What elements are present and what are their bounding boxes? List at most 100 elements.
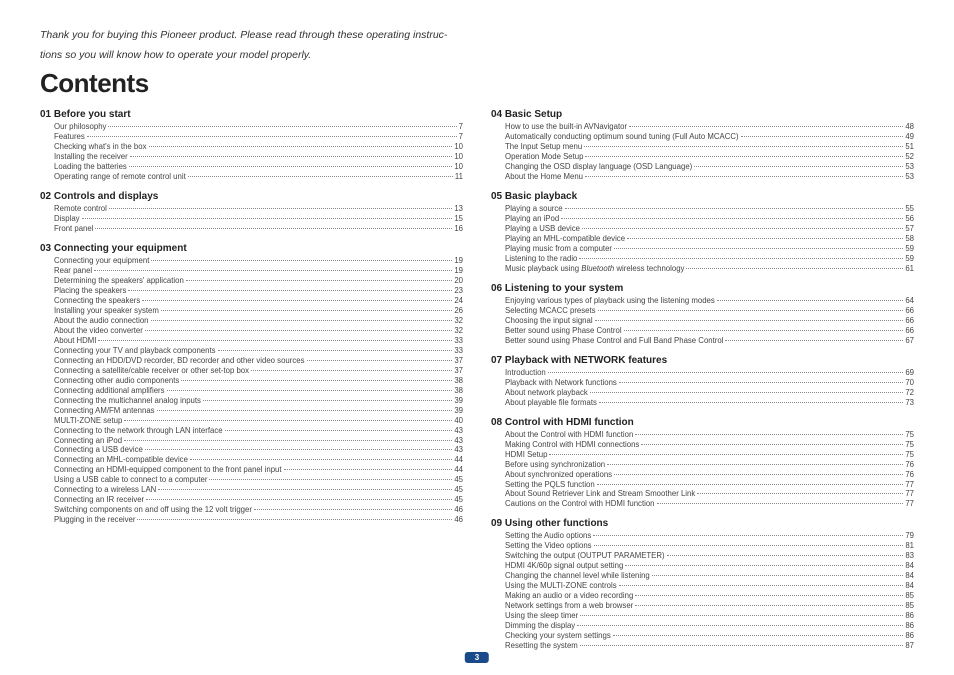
- toc-item[interactable]: Introduction69: [491, 368, 914, 378]
- toc-item[interactable]: Switching components on and off using th…: [40, 505, 463, 515]
- toc-item[interactable]: Setting the Audio options79: [491, 531, 914, 541]
- toc-item[interactable]: Rear panel19: [40, 266, 463, 276]
- toc-item-page: 43: [454, 436, 463, 446]
- toc-item[interactable]: Connecting to the network through LAN in…: [40, 426, 463, 436]
- toc-item-label: About synchronized operations: [505, 470, 612, 480]
- toc-item[interactable]: HDMI 4K/60p signal output setting84: [491, 561, 914, 571]
- toc-item[interactable]: Checking your system settings86: [491, 631, 914, 641]
- toc-item-page: 77: [905, 499, 914, 509]
- toc-leader: [619, 382, 904, 383]
- toc-item[interactable]: About the video converter32: [40, 326, 463, 336]
- toc-leader: [82, 218, 453, 219]
- toc-leader: [579, 258, 903, 259]
- toc-item-page: 75: [905, 450, 914, 460]
- toc-item[interactable]: Setting the Video options81: [491, 541, 914, 551]
- toc-item[interactable]: Connecting to a wireless LAN45: [40, 485, 463, 495]
- section-heading: 06 Listening to your system: [491, 283, 914, 294]
- toc-item[interactable]: Playback with Network functions70: [491, 378, 914, 388]
- toc-item[interactable]: Before using synchronization76: [491, 460, 914, 470]
- toc-item[interactable]: Resetting the system87: [491, 641, 914, 651]
- toc-item[interactable]: Installing your speaker system26: [40, 306, 463, 316]
- toc-item[interactable]: Remote control13: [40, 204, 463, 214]
- toc-item[interactable]: About synchronized operations76: [491, 470, 914, 480]
- toc-item[interactable]: About the audio connection32: [40, 316, 463, 326]
- section-heading: 01 Before you start: [40, 109, 463, 120]
- toc-item[interactable]: Connecting a satellite/cable receiver or…: [40, 366, 463, 376]
- toc-item[interactable]: Dimming the display86: [491, 621, 914, 631]
- toc-item[interactable]: Automatically conducting optimum sound t…: [491, 132, 914, 142]
- toc-item[interactable]: HDMI Setup75: [491, 450, 914, 460]
- toc-item[interactable]: Cautions on the Control with HDMI functi…: [491, 499, 914, 509]
- toc-item[interactable]: Setting the PQLS function77: [491, 480, 914, 490]
- toc-leader: [158, 489, 452, 490]
- toc-leader: [94, 270, 452, 271]
- toc-item[interactable]: Connecting an MHL-compatible device44: [40, 455, 463, 465]
- toc-item[interactable]: About HDMI33: [40, 336, 463, 346]
- toc-item[interactable]: Features7: [40, 132, 463, 142]
- toc-item[interactable]: Checking what's in the box10: [40, 142, 463, 152]
- toc-item-label: Connecting the speakers: [54, 296, 140, 306]
- toc-item[interactable]: Operation Mode Setup52: [491, 152, 914, 162]
- toc-item[interactable]: Using a USB cable to connect to a comput…: [40, 475, 463, 485]
- toc-item[interactable]: Making an audio or a video recording85: [491, 591, 914, 601]
- section-heading: 08 Control with HDMI function: [491, 417, 914, 428]
- toc-item[interactable]: Better sound using Phase Control and Ful…: [491, 336, 914, 346]
- toc-item[interactable]: Listening to the radio59: [491, 254, 914, 264]
- toc-item[interactable]: About Sound Retriever Link and Stream Sm…: [491, 489, 914, 499]
- toc-item[interactable]: Connecting an HDMI-equipped component to…: [40, 465, 463, 475]
- toc-item[interactable]: Selecting MCACC presets66: [491, 306, 914, 316]
- toc-item-label: Setting the Audio options: [505, 531, 591, 541]
- toc-item-label: About the video converter: [54, 326, 143, 336]
- toc-item[interactable]: Playing an MHL-compatible device58: [491, 234, 914, 244]
- toc-item[interactable]: Our philosophy7: [40, 122, 463, 132]
- toc-item[interactable]: Making Control with HDMI connections75: [491, 440, 914, 450]
- toc-item[interactable]: Network settings from a web browser85: [491, 601, 914, 611]
- toc-item[interactable]: Connecting the multichannel analog input…: [40, 396, 463, 406]
- toc-item[interactable]: Changing the OSD display language (OSD L…: [491, 162, 914, 172]
- toc-item[interactable]: About network playback72: [491, 388, 914, 398]
- toc-item[interactable]: Connecting additional amplifiers38: [40, 386, 463, 396]
- toc-item[interactable]: Better sound using Phase Control66: [491, 326, 914, 336]
- toc-item-label: How to use the built-in AVNavigator: [505, 122, 627, 132]
- toc-item[interactable]: Plugging in the receiver46: [40, 515, 463, 525]
- toc-item[interactable]: MULTI-ZONE setup40: [40, 416, 463, 426]
- toc-item-label: Enjoying various types of playback using…: [505, 296, 715, 306]
- toc-item[interactable]: Connecting your equipment19: [40, 256, 463, 266]
- intro-line-1: Thank you for buying this Pioneer produc…: [40, 28, 470, 42]
- toc-item[interactable]: Front panel16: [40, 224, 463, 234]
- toc-item[interactable]: About playable file formats73: [491, 398, 914, 408]
- toc-item[interactable]: About the Control with HDMI function75: [491, 430, 914, 440]
- toc-item[interactable]: Display15: [40, 214, 463, 224]
- toc-item[interactable]: Connecting a USB device43: [40, 445, 463, 455]
- toc-item-label: Changing the channel level while listeni…: [505, 571, 650, 581]
- toc-item[interactable]: Connecting the speakers24: [40, 296, 463, 306]
- toc-item[interactable]: Enjoying various types of playback using…: [491, 296, 914, 306]
- toc-item[interactable]: Connecting an HDD/DVD recorder, BD recor…: [40, 356, 463, 366]
- toc-item[interactable]: Determining the speakers' application20: [40, 276, 463, 286]
- toc-item[interactable]: Connecting your TV and playback componen…: [40, 346, 463, 356]
- toc-item[interactable]: Switching the output (OUTPUT PARAMETER)8…: [491, 551, 914, 561]
- toc-item[interactable]: Playing an iPod56: [491, 214, 914, 224]
- toc-item[interactable]: Placing the speakers23: [40, 286, 463, 296]
- toc-item-label: Making an audio or a video recording: [505, 591, 633, 601]
- toc-item[interactable]: Music playback using Bluetooth wireless …: [491, 264, 914, 274]
- toc-item[interactable]: Choosing the input signal66: [491, 316, 914, 326]
- toc-item-page: 45: [454, 495, 463, 505]
- toc-item[interactable]: Using the MULTI-ZONE controls84: [491, 581, 914, 591]
- toc-item[interactable]: How to use the built-in AVNavigator48: [491, 122, 914, 132]
- toc-item[interactable]: About the Home Menu53: [491, 172, 914, 182]
- toc-item[interactable]: Connecting an IR receiver45: [40, 495, 463, 505]
- toc-item[interactable]: Connecting other audio components38: [40, 376, 463, 386]
- toc-leader: [624, 330, 904, 331]
- toc-item[interactable]: Playing a USB device57: [491, 224, 914, 234]
- toc-item[interactable]: Playing music from a computer59: [491, 244, 914, 254]
- toc-item[interactable]: Playing a source55: [491, 204, 914, 214]
- toc-item[interactable]: Connecting an iPod43: [40, 436, 463, 446]
- toc-item[interactable]: Using the sleep timer86: [491, 611, 914, 621]
- toc-item[interactable]: Connecting AM/FM antennas39: [40, 406, 463, 416]
- toc-item[interactable]: Operating range of remote control unit11: [40, 172, 463, 182]
- toc-item[interactable]: Changing the channel level while listeni…: [491, 571, 914, 581]
- toc-item[interactable]: Installing the receiver10: [40, 152, 463, 162]
- toc-item[interactable]: Loading the batteries10: [40, 162, 463, 172]
- toc-item[interactable]: The Input Setup menu51: [491, 142, 914, 152]
